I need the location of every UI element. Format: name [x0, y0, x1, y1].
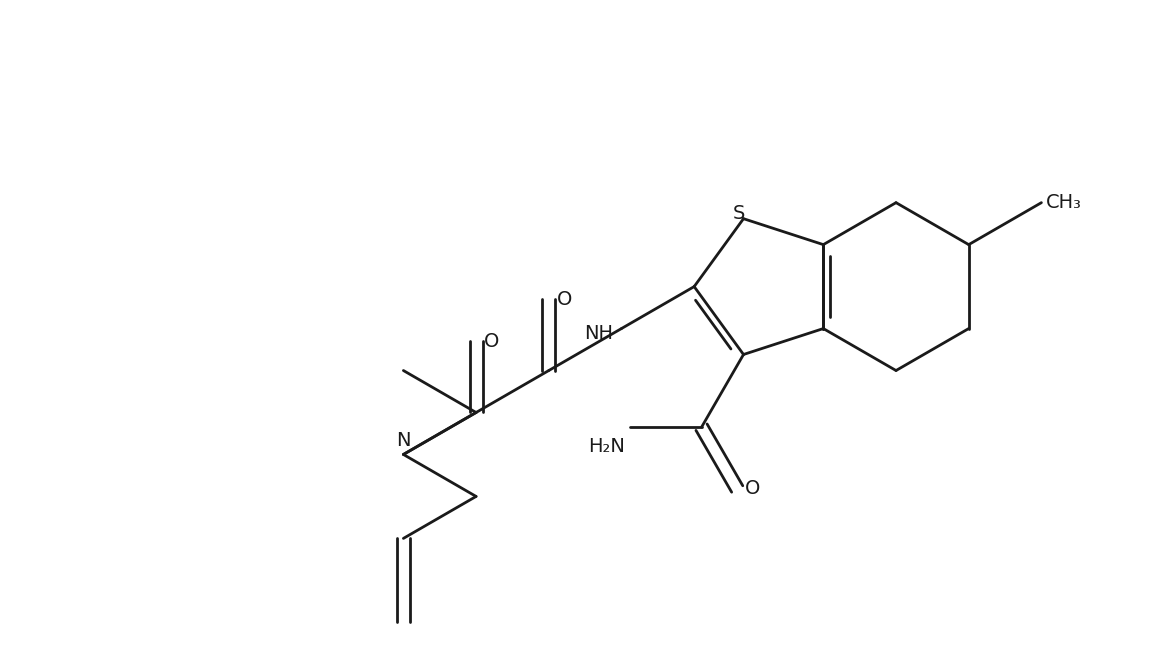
- Text: CH₃: CH₃: [1046, 193, 1083, 212]
- Text: NH: NH: [584, 324, 613, 343]
- Text: H₂N: H₂N: [588, 437, 625, 456]
- Text: N: N: [396, 430, 411, 450]
- Text: O: O: [556, 290, 572, 308]
- Text: O: O: [745, 480, 760, 498]
- Text: O: O: [484, 332, 499, 350]
- Text: S: S: [732, 204, 745, 223]
